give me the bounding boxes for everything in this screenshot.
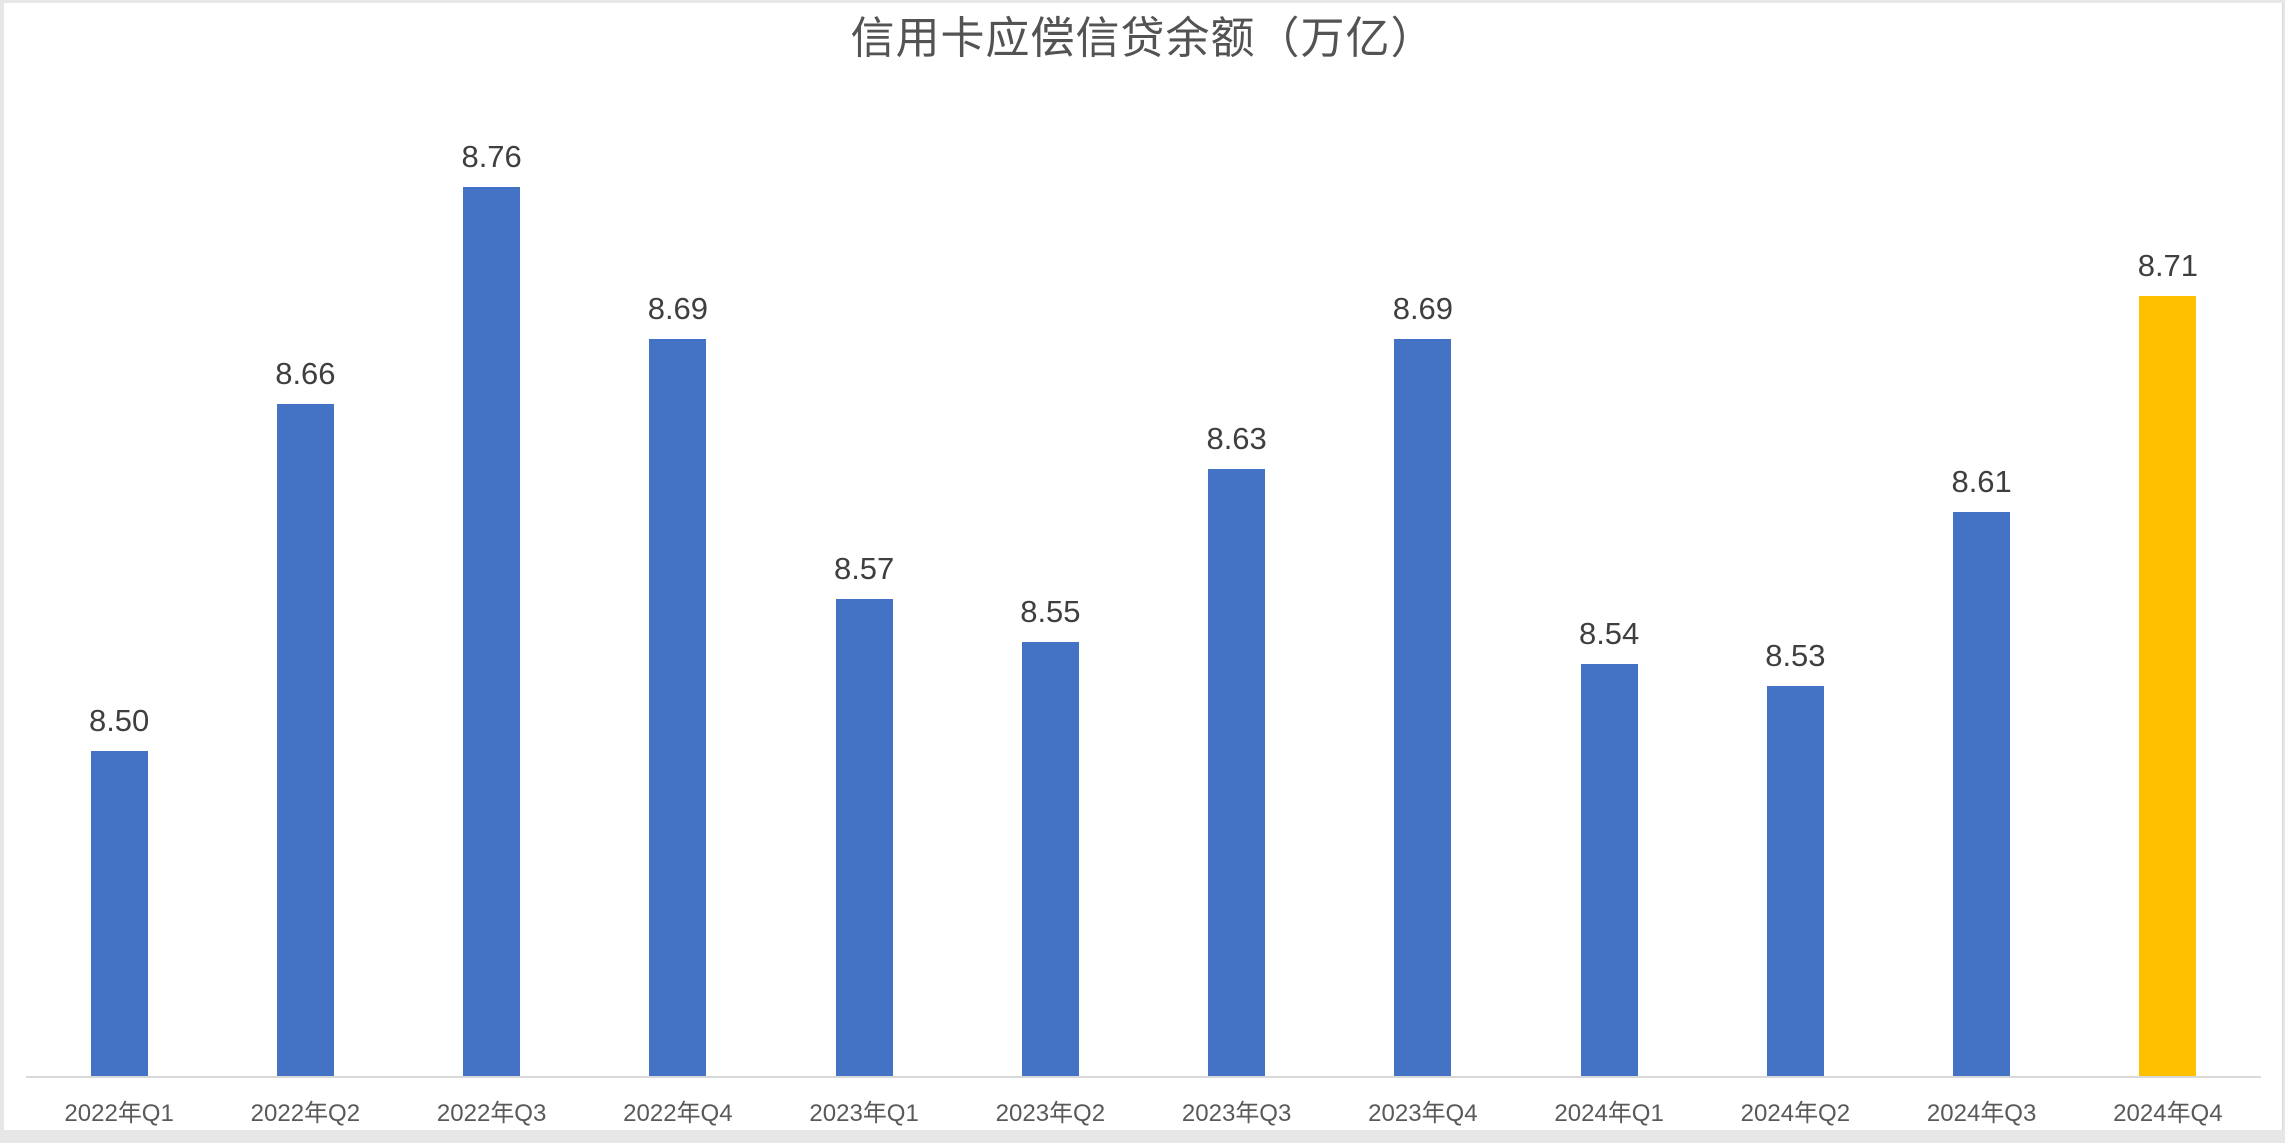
x-axis-label: 2022年Q1 <box>64 1100 174 1127</box>
bar-slot: 8.69 <box>585 3 771 1076</box>
bar-chart: 信用卡应偿信贷余额（万亿） 8.50 8.66 8.76 8.69 8.57 8.55 8.… <box>4 3 2283 1130</box>
bar-value-label: 8.57 <box>833 551 895 587</box>
bar-slot: 8.50 <box>26 3 212 1076</box>
x-axis-label: 2023年Q2 <box>995 1100 1106 1127</box>
bar-slot: 8.66 <box>212 3 398 1076</box>
bar <box>1021 642 1079 1076</box>
bar-value-label: 8.63 <box>1206 421 1267 457</box>
bar <box>1766 686 1824 1076</box>
bar-value-label: 8.66 <box>275 356 336 392</box>
x-axis-label: 2024年Q2 <box>1740 1100 1851 1127</box>
bar-slot: 8.61 <box>1889 3 2075 1076</box>
x-axis-label: 2022年Q3 <box>436 1100 547 1127</box>
bar <box>463 187 521 1076</box>
bar-value-label: 8.69 <box>1392 291 1454 327</box>
x-axis: 2022年Q1 2022年Q2 2022年Q3 2022年Q4 2023年Q1 2023年… <box>26 1078 2261 1126</box>
bar-slot: 8.63 <box>1144 3 1330 1076</box>
bar <box>835 599 893 1076</box>
bar-slot: 8.54 <box>1516 3 1702 1076</box>
bar-value-label: 8.55 <box>1020 594 1081 630</box>
bar-value-label: 8.69 <box>647 291 709 327</box>
bar <box>1953 512 2011 1076</box>
bar <box>276 404 334 1076</box>
bar-value-label: 8.76 <box>461 139 522 175</box>
bar-highlighted <box>2139 296 2197 1076</box>
x-axis-label: 2022年Q2 <box>250 1100 361 1127</box>
plot-area: 8.50 8.66 8.76 8.69 8.57 8.55 8.63 8.69 8.54 8.53… <box>26 3 2261 1078</box>
bar-slot: 8.55 <box>957 3 1143 1076</box>
bar-slot: 8.53 <box>1702 3 1888 1076</box>
bar-slot: 8.57 <box>771 3 957 1076</box>
x-axis-label: 2024年Q3 <box>1926 1100 2037 1127</box>
x-axis-label: 2023年Q3 <box>1181 1100 1292 1127</box>
bar <box>1394 339 1452 1076</box>
bar <box>649 339 707 1076</box>
bar <box>1208 469 1266 1076</box>
x-axis-label: 2023年Q1 <box>809 1100 919 1127</box>
bar-value-label: 8.54 <box>1578 616 1640 652</box>
bar-value-label: 8.50 <box>88 703 150 739</box>
chart-title: 信用卡应偿信贷余额（万亿） <box>850 14 1436 63</box>
bar <box>90 751 148 1076</box>
bar-slot: 8.76 <box>399 3 585 1076</box>
bar-slot: 8.71 <box>2075 3 2261 1076</box>
x-axis-label: 2023年Q4 <box>1368 1100 1478 1127</box>
bar-slot: 8.69 <box>1330 3 1516 1076</box>
bar-value-label: 8.61 <box>1951 464 2012 500</box>
x-axis-label: 2024年Q1 <box>1554 1100 1664 1127</box>
x-axis-label: 2022年Q4 <box>623 1100 733 1127</box>
bar <box>1580 664 1638 1076</box>
bar-value-label: 8.53 <box>1765 638 1826 674</box>
x-axis-label: 2024年Q4 <box>2113 1100 2223 1127</box>
bar-value-label: 8.71 <box>2137 248 2199 284</box>
